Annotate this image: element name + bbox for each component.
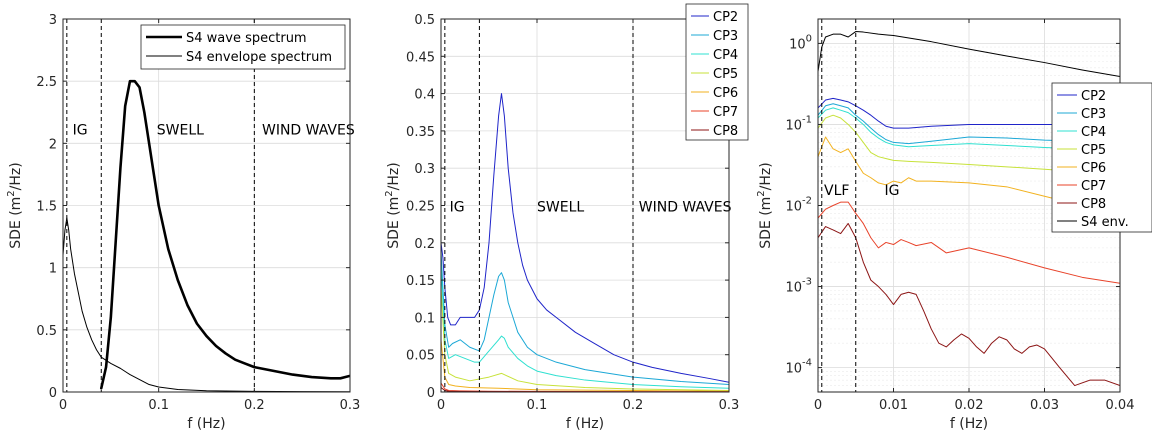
band-label: SWELL <box>537 199 584 215</box>
series-line-cp4 <box>818 107 1120 151</box>
legend-entry: CP7 <box>1081 179 1106 194</box>
legend: CP2 CP3 CP4 CP5 CP6 CP7 CP8 <box>685 3 749 141</box>
panel-3: VLF IG 0 0.01 0.02 0.03 0.04 10-4 10-3 10-2 10-1 10… <box>756 18 1152 432</box>
legend-entry: CP3 <box>713 29 738 44</box>
y-tick-label: 0.45 <box>406 50 435 65</box>
x-tick-label: 0.02 <box>955 398 984 413</box>
series-line-s4-env- <box>818 31 1120 78</box>
x-tick-label: 0.3 <box>340 398 361 413</box>
legend: CP2 CP3 CP4 CP5 CP6 CP7 CP8 S4 env. <box>1051 82 1152 233</box>
x-tick-label: 0.01 <box>879 398 908 413</box>
series-line-cp3 <box>441 249 729 386</box>
series-group <box>441 93 729 392</box>
series-line-cp8 <box>818 222 1120 387</box>
y-tick-label: 0 <box>49 386 57 401</box>
series-line-cp4 <box>441 264 729 389</box>
legend-entry: CP5 <box>713 67 738 82</box>
series-line-cp5 <box>818 114 1120 176</box>
series-line-cp6 <box>818 136 1120 214</box>
x-tick-label: 0.03 <box>1030 398 1059 413</box>
y-tick-label: 0.3 <box>414 162 435 177</box>
series-line-cp7 <box>818 201 1120 284</box>
series-line-cp6 <box>441 339 729 392</box>
x-tick-label: 0.1 <box>527 398 548 413</box>
legend-entry: S4 wave spectrum <box>186 31 307 46</box>
series-group <box>818 31 1120 387</box>
y-tick-label: 10-4 <box>785 358 812 377</box>
x-tick-label: 0 <box>437 398 445 413</box>
y-tick-label: 10-3 <box>785 277 812 296</box>
y-tick-label: 100 <box>789 33 812 52</box>
x-tick-label: 0.3 <box>719 398 740 413</box>
band-label: SWELL <box>157 123 204 139</box>
legend-entry: CP5 <box>1081 143 1106 158</box>
legend-entry: S4 envelope spectrum <box>186 50 332 65</box>
y-tick-label: 0 <box>427 386 435 401</box>
legend-box <box>1051 82 1152 233</box>
series-line-cp3 <box>818 103 1120 145</box>
legend-entry: CP7 <box>713 105 738 120</box>
x-tick-label: 0.2 <box>244 398 265 413</box>
panel-1: IG SWELL WIND WAVES 0 0.1 0.2 0.3 0 0.5 1 1.5 2 2.5 3… <box>6 13 360 432</box>
legend-entry: CP8 <box>1081 197 1106 212</box>
legend-entry: CP2 <box>1081 89 1106 104</box>
legend-box <box>140 24 346 70</box>
band-label: VLF <box>824 183 849 199</box>
x-tick-label: 0.1 <box>148 398 169 413</box>
series-line-s4-wave-spectrum <box>99 79 350 390</box>
y-tick-label: 0.5 <box>414 13 435 28</box>
y-axis-label: SDE (m2/Hz) <box>384 162 402 249</box>
panel-2: IG SWELL WIND WAVES 0 0.1 0.2 0.3 0 0.05 0.1 0.15 0… <box>384 3 749 432</box>
x-tick-label: 0.04 <box>1106 398 1135 413</box>
legend-entry: CP2 <box>713 10 738 25</box>
legend-entry: S4 env. <box>1081 215 1129 230</box>
band-label: IG <box>450 199 465 215</box>
band-label: WIND WAVES <box>262 123 355 139</box>
band-label: IG <box>73 123 88 139</box>
x-tick-label: 0.2 <box>623 398 644 413</box>
y-tick-label: 2 <box>49 137 57 152</box>
series-line-cp2 <box>818 97 1120 129</box>
x-axis-label: f (Hz) <box>950 416 988 432</box>
y-tick-label: 0.2 <box>414 237 435 252</box>
y-tick-label: 1 <box>49 262 57 277</box>
band-label: IG <box>884 183 899 199</box>
y-tick-label: 0.5 <box>36 324 57 339</box>
legend-entry: CP4 <box>713 48 738 63</box>
series-line-cp2 <box>441 93 729 383</box>
y-tick-label: 2.5 <box>36 75 57 90</box>
y-tick-label: 0.4 <box>414 88 435 103</box>
y-tick-label: 3 <box>49 13 57 28</box>
series-line-cp5 <box>441 287 729 392</box>
y-tick-label: 10-2 <box>785 196 812 215</box>
y-tick-label: 0.15 <box>406 274 435 289</box>
x-axis-label: f (Hz) <box>187 416 225 432</box>
y-tick-label: 1.5 <box>36 200 57 215</box>
y-tick-label: 0.1 <box>414 311 435 326</box>
y-axis-label: SDE (m2/Hz) <box>6 162 24 249</box>
legend-box <box>685 3 749 141</box>
y-tick-label: 0.35 <box>406 125 435 140</box>
y-tick-label: 0.05 <box>406 349 435 364</box>
x-tick-label: 0 <box>59 398 67 413</box>
legend-entry: CP4 <box>1081 125 1106 140</box>
y-axis-label: SDE (m2/Hz) <box>756 162 774 249</box>
legend-entry: CP8 <box>713 124 738 139</box>
x-tick-label: 0 <box>814 398 822 413</box>
legend-entry: CP6 <box>713 86 738 101</box>
y-tick-label: 10-1 <box>785 114 812 133</box>
legend-entry: CP3 <box>1081 107 1106 122</box>
x-axis-label: f (Hz) <box>566 416 604 432</box>
y-tick-label: 0.25 <box>406 200 435 215</box>
band-label: WIND WAVES <box>639 199 732 215</box>
legend: S4 wave spectrum S4 envelope spectrum <box>140 24 346 70</box>
legend-entry: CP6 <box>1081 161 1106 176</box>
